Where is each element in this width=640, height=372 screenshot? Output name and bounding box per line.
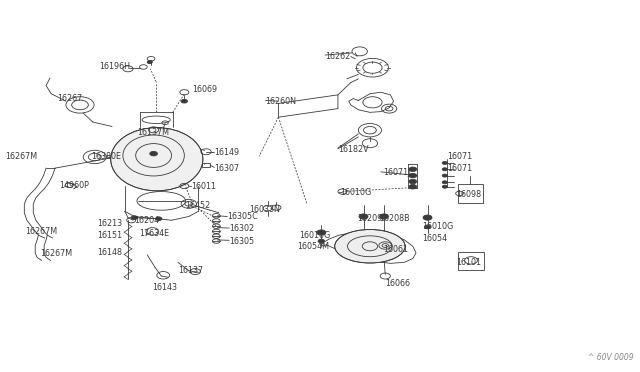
Text: 16148: 16148 bbox=[97, 248, 122, 257]
Text: 16305C: 16305C bbox=[227, 212, 258, 221]
Text: 16260N: 16260N bbox=[266, 97, 296, 106]
Ellipse shape bbox=[111, 128, 203, 191]
Text: 16137M: 16137M bbox=[138, 128, 170, 137]
Text: 16302: 16302 bbox=[229, 224, 254, 233]
Circle shape bbox=[150, 151, 157, 156]
Text: 16061: 16061 bbox=[383, 246, 408, 254]
Text: 16071: 16071 bbox=[447, 153, 472, 161]
Bar bbox=[458, 252, 484, 270]
Text: 14960P: 14960P bbox=[59, 181, 89, 190]
Circle shape bbox=[181, 99, 188, 103]
Text: 16267M: 16267M bbox=[5, 153, 37, 161]
Bar bbox=[202, 163, 210, 167]
Circle shape bbox=[409, 167, 417, 171]
Text: 16143: 16143 bbox=[152, 283, 177, 292]
Circle shape bbox=[442, 168, 447, 171]
Circle shape bbox=[409, 173, 417, 178]
Text: 16380E: 16380E bbox=[91, 152, 121, 161]
Text: 16071J: 16071J bbox=[383, 169, 410, 177]
Circle shape bbox=[147, 61, 152, 64]
Text: 16054: 16054 bbox=[422, 234, 447, 243]
Ellipse shape bbox=[335, 230, 405, 263]
Circle shape bbox=[442, 174, 447, 177]
Circle shape bbox=[156, 217, 162, 221]
Text: 16054M: 16054M bbox=[298, 242, 330, 251]
Text: 16262: 16262 bbox=[325, 52, 350, 61]
Circle shape bbox=[423, 215, 432, 220]
Text: 16267: 16267 bbox=[58, 94, 83, 103]
Text: 16066: 16066 bbox=[385, 279, 410, 288]
Text: 16033N: 16033N bbox=[250, 205, 280, 214]
Circle shape bbox=[409, 179, 417, 184]
Circle shape bbox=[380, 214, 388, 219]
Text: ^ 60V 0009: ^ 60V 0009 bbox=[588, 353, 634, 362]
Text: 16137: 16137 bbox=[178, 266, 203, 275]
Text: 16204: 16204 bbox=[134, 216, 159, 225]
Circle shape bbox=[442, 181, 447, 184]
Text: 16010G: 16010G bbox=[422, 222, 454, 231]
Text: 16069: 16069 bbox=[192, 85, 217, 94]
Circle shape bbox=[409, 185, 417, 189]
Text: 16267M: 16267M bbox=[26, 227, 58, 236]
Text: 16209: 16209 bbox=[357, 214, 382, 223]
Text: 16307: 16307 bbox=[214, 164, 239, 173]
Text: 16071: 16071 bbox=[447, 164, 472, 173]
Text: 16101: 16101 bbox=[456, 258, 481, 267]
Text: 16267M: 16267M bbox=[40, 249, 72, 258]
Text: 16182V: 16182V bbox=[338, 145, 369, 154]
Bar bbox=[458, 184, 483, 203]
Circle shape bbox=[317, 230, 326, 235]
Text: 16010G: 16010G bbox=[300, 231, 331, 240]
Text: 16196H: 16196H bbox=[99, 62, 130, 71]
Text: 16010G: 16010G bbox=[340, 188, 372, 197]
Text: 16149: 16149 bbox=[214, 148, 239, 157]
Text: 16305: 16305 bbox=[229, 237, 254, 246]
Circle shape bbox=[318, 239, 324, 243]
Circle shape bbox=[442, 185, 447, 188]
Text: 16452: 16452 bbox=[186, 201, 211, 210]
Circle shape bbox=[131, 216, 138, 219]
Text: 16208B: 16208B bbox=[379, 214, 410, 223]
Text: 16098: 16098 bbox=[456, 190, 481, 199]
Circle shape bbox=[359, 214, 368, 219]
Text: 16011: 16011 bbox=[191, 182, 216, 191]
Circle shape bbox=[424, 225, 431, 229]
Text: 16151: 16151 bbox=[97, 231, 122, 240]
Circle shape bbox=[442, 161, 447, 164]
Text: 17634E: 17634E bbox=[140, 229, 170, 238]
Text: 16213: 16213 bbox=[97, 219, 122, 228]
